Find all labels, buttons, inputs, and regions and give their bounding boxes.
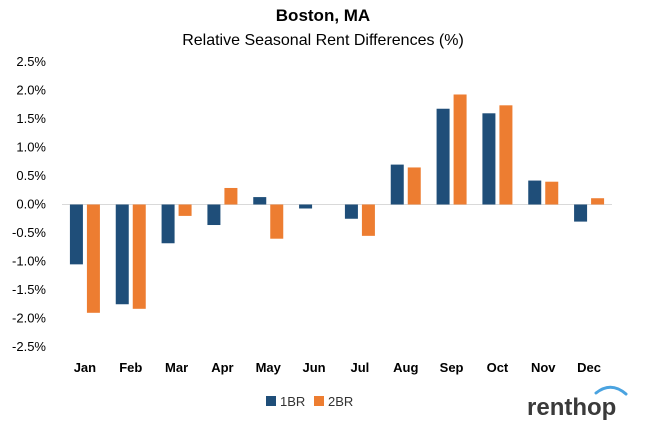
x-axis-ticks: Jan Feb Mar Apr May Jun Jul Aug Sep Oct Nov Dec bbox=[74, 360, 601, 375]
x-tick-label: Feb bbox=[119, 360, 142, 375]
legend: 1BR 2BR bbox=[266, 394, 353, 409]
y-tick-label: 1.5% bbox=[16, 111, 46, 126]
bar-2br-jul bbox=[361, 204, 375, 236]
bar-2br-may bbox=[270, 204, 284, 239]
x-tick-label: Nov bbox=[531, 360, 556, 375]
bar-2br-mar bbox=[178, 204, 192, 216]
x-tick-label: Mar bbox=[165, 360, 188, 375]
chart-title: Boston, MA bbox=[276, 6, 370, 25]
legend-label-1br: 1BR bbox=[280, 394, 305, 409]
legend-swatch-1br bbox=[266, 396, 276, 406]
x-tick-label: Sep bbox=[440, 360, 464, 375]
y-tick-label: -1.5% bbox=[12, 282, 46, 297]
bar-1br-jul bbox=[344, 204, 358, 219]
x-tick-label: Dec bbox=[577, 360, 601, 375]
y-tick-label: 0.5% bbox=[16, 168, 46, 183]
bar-1br-dec bbox=[574, 204, 588, 222]
x-tick-label: Jan bbox=[74, 360, 96, 375]
x-tick-label: May bbox=[256, 360, 282, 375]
y-tick-label: 2.0% bbox=[16, 83, 46, 98]
x-tick-label: Apr bbox=[211, 360, 233, 375]
y-tick-label: 2.5% bbox=[16, 54, 46, 69]
chart-subtitle: Relative Seasonal Rent Differences (%) bbox=[182, 32, 464, 49]
y-tick-label: -2.5% bbox=[12, 339, 46, 354]
bar-2br-feb bbox=[132, 204, 146, 309]
bar-2br-dec bbox=[591, 198, 605, 205]
bar-1br-nov bbox=[528, 180, 542, 205]
bar-1br-sep bbox=[436, 108, 450, 205]
bar-2br-nov bbox=[545, 181, 559, 205]
bar-2br-aug bbox=[407, 167, 421, 205]
bar-1br-apr bbox=[207, 204, 221, 226]
bar-1br-jun bbox=[299, 204, 313, 209]
y-tick-label: -2.0% bbox=[12, 311, 46, 326]
bar-1br-jan bbox=[69, 204, 83, 265]
legend-label-2br: 2BR bbox=[328, 394, 353, 409]
x-tick-label: Oct bbox=[487, 360, 509, 375]
legend-swatch-2br bbox=[314, 396, 324, 406]
y-tick-label: 0.0% bbox=[16, 197, 46, 212]
x-tick-label: Jun bbox=[303, 360, 326, 375]
logo-arc bbox=[594, 385, 628, 396]
bar-2br-oct bbox=[499, 105, 513, 205]
bar-2br-jan bbox=[86, 204, 100, 313]
logo-text: renthop bbox=[527, 394, 616, 421]
bar-1br-may bbox=[253, 197, 267, 205]
y-tick-label: 1.0% bbox=[16, 140, 46, 155]
y-axis-ticks: 2.5% 2.0% 1.5% 1.0% 0.5% 0.0% -0.5% -1.0% -1.5% -… bbox=[12, 54, 46, 354]
y-tick-label: -1.0% bbox=[12, 254, 46, 269]
y-tick-label: -0.5% bbox=[12, 225, 46, 240]
bars bbox=[69, 94, 605, 313]
x-tick-label: Aug bbox=[393, 360, 418, 375]
renthop-logo: renthop bbox=[527, 385, 628, 421]
bar-1br-oct bbox=[482, 113, 496, 205]
bar-1br-feb bbox=[115, 204, 129, 305]
bar-1br-aug bbox=[390, 164, 404, 205]
x-tick-label: Jul bbox=[351, 360, 370, 375]
bar-2br-apr bbox=[224, 187, 238, 205]
bar-2br-sep bbox=[453, 94, 467, 205]
bar-1br-mar bbox=[161, 204, 175, 244]
